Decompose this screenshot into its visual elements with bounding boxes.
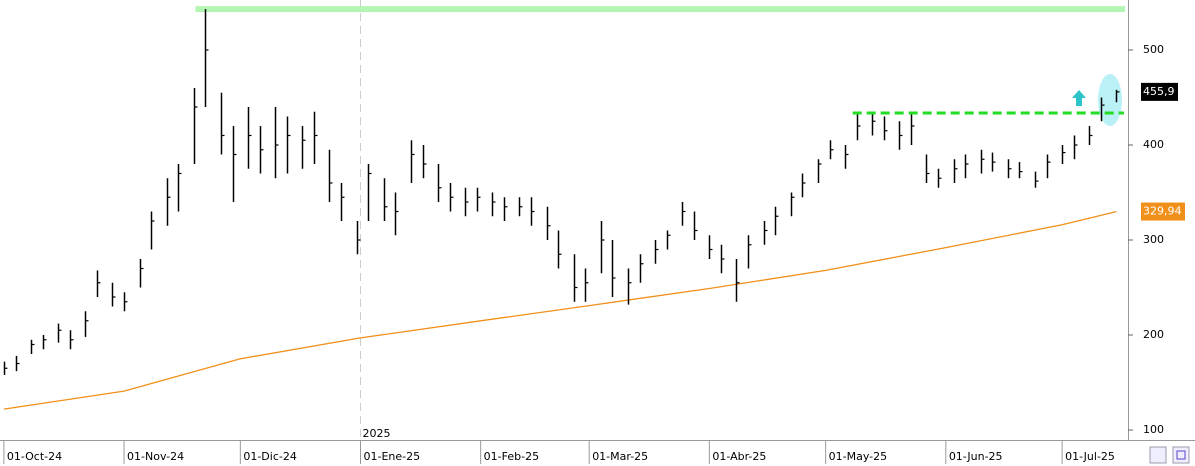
ma-last-label: 329,94 [1143,205,1182,218]
x-tick-label: 01-Dic-24 [243,450,297,463]
x-tick-label: 01-Jul-25 [1065,450,1115,463]
x-tick-label: 01-Jun-25 [949,450,1003,463]
last-price-box [1141,82,1178,101]
y-tick-label: 500 [1143,43,1164,56]
x-tick-label: 01-Abr-25 [712,450,766,463]
x-tick-label: 01-May-25 [829,450,887,463]
moving-average [3,210,1117,410]
x-tick-label: 01-Ene-25 [363,450,420,463]
x-tick-label: 01-Mar-25 [592,450,648,463]
scroll-button[interactable] [1149,446,1167,464]
y-tick-label: 400 [1143,138,1164,151]
save-button[interactable] [1172,446,1190,464]
y-tick-label: 300 [1143,233,1164,246]
save-icon [1176,450,1186,460]
x-tick-label: 01-Oct-24 [7,450,62,463]
last-price-label: 455,9 [1143,85,1175,98]
x-tick-label: 01-Nov-24 [127,450,184,463]
y-tick-label: 200 [1143,328,1164,341]
highlight-ellipse [1098,74,1122,126]
year-label: 2025 [362,427,390,440]
y-tick-label: 100 [1143,423,1164,436]
ma-last-box [1141,202,1185,221]
x-tick-label: 01-Feb-25 [484,450,539,463]
up-arrow [1072,90,1086,106]
